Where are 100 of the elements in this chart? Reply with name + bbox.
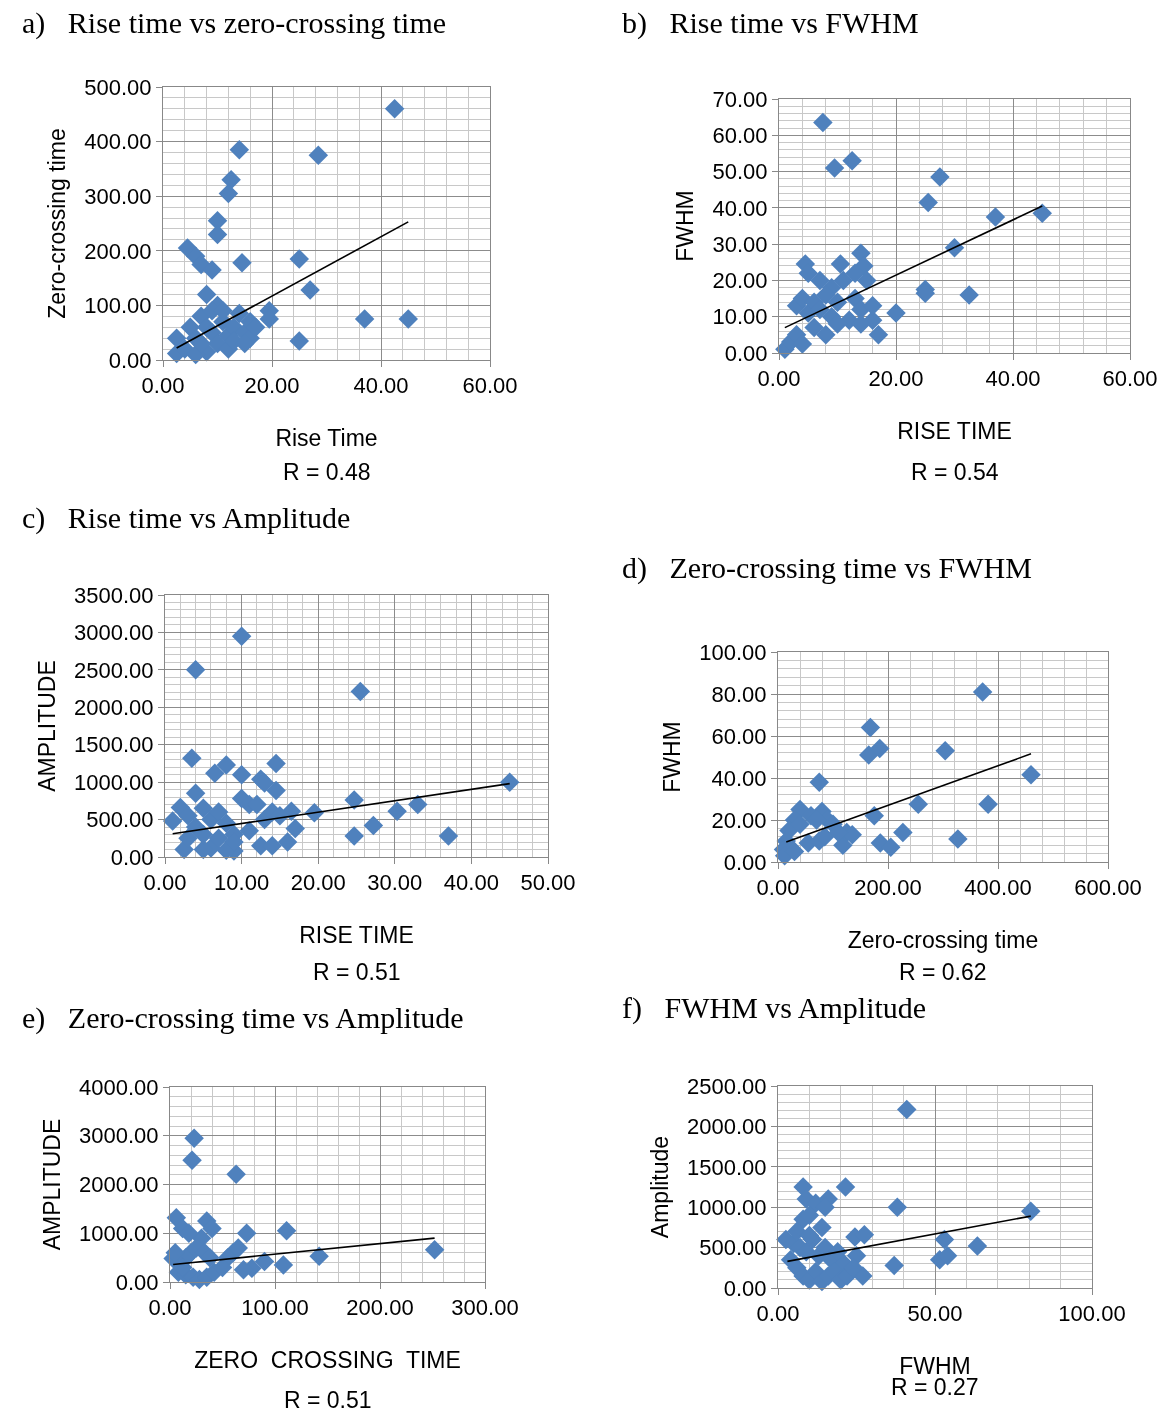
y-tick-label: 300.00 bbox=[84, 183, 152, 209]
point bbox=[930, 167, 950, 187]
point bbox=[787, 1221, 807, 1242]
x-axis-title: RISE TIME bbox=[897, 418, 1012, 444]
y-tick-label: 60.00 bbox=[711, 723, 767, 749]
point bbox=[205, 763, 225, 783]
y-tick-label: 4000.00 bbox=[79, 1074, 159, 1100]
point bbox=[162, 811, 183, 831]
y-tick-label: 0.00 bbox=[723, 1275, 767, 1301]
y-tick-label: 2000.00 bbox=[687, 1114, 767, 1140]
point bbox=[185, 783, 206, 804]
chart-title: f) FWHM vs Amplitude bbox=[622, 990, 927, 1025]
x-tick-label: 10.00 bbox=[214, 870, 270, 896]
text: R = 0.54 bbox=[911, 459, 999, 485]
point bbox=[833, 270, 854, 291]
point bbox=[870, 738, 890, 759]
point bbox=[191, 254, 211, 275]
y-tick-label: 1000.00 bbox=[74, 769, 154, 795]
y-tick-label: 100.00 bbox=[699, 639, 767, 665]
point bbox=[166, 328, 187, 348]
y-tick-label: 3000.00 bbox=[79, 1123, 159, 1149]
point bbox=[881, 837, 901, 858]
point bbox=[266, 753, 286, 774]
chart-title: d) Zero-crossing time vs FWHM bbox=[622, 550, 1032, 585]
point bbox=[809, 772, 829, 792]
point bbox=[239, 821, 260, 841]
point bbox=[285, 818, 305, 839]
point bbox=[384, 99, 405, 119]
point bbox=[896, 1099, 917, 1120]
point bbox=[862, 296, 883, 316]
chart-title: a) Rise time vs zero-crossing time bbox=[22, 5, 447, 40]
point bbox=[887, 1197, 908, 1217]
point bbox=[300, 280, 320, 300]
point bbox=[354, 309, 375, 329]
point bbox=[178, 828, 198, 849]
point bbox=[884, 1255, 904, 1276]
point bbox=[816, 285, 836, 305]
x-tick-label: 200.00 bbox=[346, 1295, 414, 1321]
y-tick-label: 0.00 bbox=[115, 1269, 159, 1295]
point bbox=[344, 826, 364, 846]
point bbox=[231, 626, 252, 646]
y-tick-label: 0.00 bbox=[723, 849, 767, 875]
x-tick-label: 60.00 bbox=[462, 373, 518, 399]
point bbox=[792, 334, 813, 354]
point bbox=[978, 794, 998, 814]
point bbox=[886, 303, 906, 323]
y-axis-title: AMPLITUDE bbox=[33, 660, 60, 792]
point bbox=[830, 254, 851, 274]
point bbox=[236, 1223, 257, 1243]
y-tick-label: 500.00 bbox=[699, 1235, 767, 1261]
x-tick-label: 20.00 bbox=[868, 366, 924, 392]
x-tick-label: 40.00 bbox=[353, 373, 409, 399]
y-tick-label: 30.00 bbox=[712, 231, 768, 257]
y-tick-label: 3500.00 bbox=[74, 582, 154, 608]
point bbox=[424, 1240, 445, 1260]
point bbox=[216, 755, 237, 775]
x-tick-label: 20.00 bbox=[290, 870, 346, 896]
point bbox=[344, 790, 364, 810]
x-tick-label: 400.00 bbox=[964, 875, 1032, 901]
point bbox=[972, 682, 993, 702]
y-tick-label: 20.00 bbox=[712, 268, 768, 294]
point bbox=[226, 1164, 246, 1185]
chart-title: e) Zero-crossing time vs Amplitude bbox=[22, 1000, 464, 1035]
x-axis-title: RISE TIME bbox=[299, 922, 414, 948]
point bbox=[182, 1150, 202, 1170]
y-tick-label: 3000.00 bbox=[74, 620, 154, 646]
y-axis-title: Zero-crossing time bbox=[43, 128, 70, 319]
point bbox=[182, 748, 202, 768]
point bbox=[908, 794, 928, 814]
point bbox=[277, 832, 298, 852]
text: R = 0.62 bbox=[899, 959, 987, 985]
point bbox=[813, 112, 833, 133]
point bbox=[1021, 1201, 1041, 1221]
point bbox=[934, 1229, 955, 1250]
point bbox=[229, 140, 250, 160]
point bbox=[289, 249, 309, 269]
x-tick-label: 50.00 bbox=[907, 1301, 963, 1327]
y-tick-label: 40.00 bbox=[712, 195, 768, 221]
y-tick-label: 2500.00 bbox=[74, 657, 154, 683]
y-tick-label: 50.00 bbox=[712, 159, 768, 185]
point bbox=[276, 1221, 297, 1241]
point bbox=[860, 717, 881, 738]
point bbox=[208, 802, 229, 822]
point bbox=[178, 806, 198, 826]
point bbox=[273, 1255, 294, 1275]
x-tick-label: 30.00 bbox=[367, 870, 423, 896]
point bbox=[868, 325, 889, 345]
y-axis-title: FWHM bbox=[671, 190, 698, 262]
point bbox=[254, 1251, 275, 1272]
point bbox=[859, 745, 879, 765]
point bbox=[827, 314, 848, 334]
point bbox=[438, 826, 459, 846]
x-tick-label: 40.00 bbox=[985, 366, 1041, 392]
x-tick-label: 300.00 bbox=[451, 1295, 519, 1321]
point bbox=[309, 1246, 329, 1266]
x-tick-label: 200.00 bbox=[854, 875, 922, 901]
y-tick-label: 200.00 bbox=[84, 238, 152, 264]
y-axis-title: AMPLITUDE bbox=[38, 1118, 65, 1251]
x-tick-label: 0.00 bbox=[141, 373, 185, 399]
x-tick-label: 100.00 bbox=[241, 1295, 309, 1321]
